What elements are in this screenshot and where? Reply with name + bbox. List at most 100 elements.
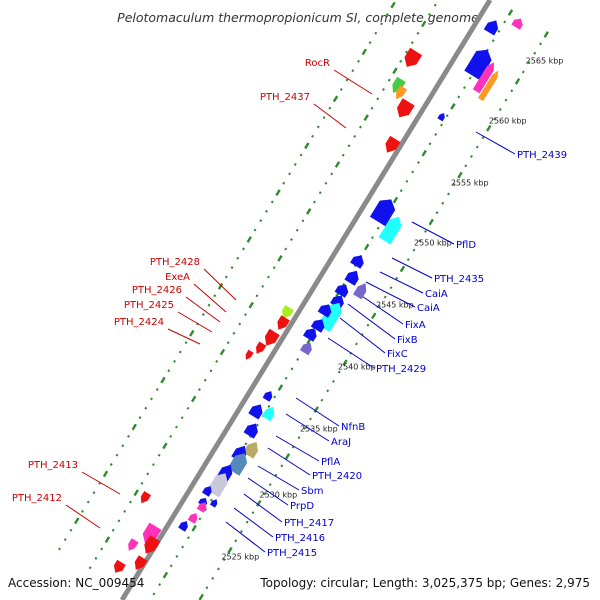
gene-arrow xyxy=(227,453,248,476)
gene-label-right[interactable]: CaiA xyxy=(425,289,448,300)
tick-mark xyxy=(175,425,178,429)
tick-mark xyxy=(463,86,466,90)
gene-label-right[interactable]: PTH_2420 xyxy=(312,471,362,482)
tick-mark xyxy=(215,359,219,363)
tick-mark xyxy=(521,70,525,74)
gene-label-right[interactable]: PTH_2417 xyxy=(284,518,334,529)
gene-label-right[interactable]: PTH_2435 xyxy=(434,274,484,285)
gene-arrow xyxy=(209,499,218,508)
tick-mark xyxy=(309,417,312,421)
tick-mark xyxy=(387,78,391,82)
gene-label-right[interactable]: PflD xyxy=(456,240,476,251)
kbp-label: 2555 kbp xyxy=(451,178,489,187)
tick-mark xyxy=(209,369,213,373)
tick-mark xyxy=(311,134,314,138)
gene-features xyxy=(113,18,523,573)
gene-label-right[interactable]: Sbm xyxy=(301,486,323,497)
gene-label-right[interactable]: AraJ xyxy=(331,437,351,448)
tick-mark xyxy=(178,350,182,354)
tick-mark xyxy=(244,313,247,317)
tick-mark xyxy=(240,530,243,533)
gene-label-left[interactable]: RocR xyxy=(305,58,330,69)
tick-mark xyxy=(198,388,201,392)
tick-mark xyxy=(123,510,127,513)
tick-mark xyxy=(328,106,332,110)
tick-mark xyxy=(347,144,351,148)
tick-mark xyxy=(313,200,316,204)
gene-label-right[interactable]: FixC xyxy=(387,349,408,360)
gene-label-right[interactable]: CaiA xyxy=(417,303,440,314)
gene-arrow xyxy=(261,406,275,422)
gene-label-right[interactable]: FixA xyxy=(405,320,426,331)
label-connector xyxy=(247,477,289,506)
label-connector xyxy=(257,465,300,491)
tick-mark xyxy=(88,566,92,570)
tick-mark xyxy=(332,95,339,103)
gene-arrow xyxy=(404,47,423,67)
tick-mark xyxy=(204,508,208,511)
tick-mark xyxy=(416,31,420,35)
gene-arrow xyxy=(334,284,349,298)
gene-label-right[interactable]: PTH_2415 xyxy=(267,548,317,559)
tick-mark xyxy=(162,571,169,579)
gene-arrow xyxy=(303,328,317,342)
gene-label-right[interactable]: PflA xyxy=(321,457,340,468)
tick-mark xyxy=(270,200,274,204)
label-connector xyxy=(193,283,227,313)
gene-label-left[interactable]: ExeA xyxy=(165,272,190,283)
tick-mark xyxy=(242,247,245,251)
tick-mark xyxy=(510,89,514,93)
tick-mark xyxy=(230,266,234,270)
tick-mark xyxy=(111,528,115,532)
gene-label-left[interactable]: PTH_2437 xyxy=(260,92,310,103)
tick-mark xyxy=(406,258,410,262)
tick-mark xyxy=(380,22,383,26)
gene-arrow xyxy=(378,216,402,245)
gene-arrow xyxy=(437,113,445,122)
tick-mark xyxy=(491,39,495,43)
tick-mark xyxy=(486,124,492,132)
tick-mark xyxy=(198,517,202,521)
gene-arrow xyxy=(187,513,198,524)
tick-mark xyxy=(261,284,265,288)
label-connector xyxy=(391,257,433,279)
tick-mark xyxy=(173,359,176,363)
tick-mark xyxy=(277,254,283,262)
tick-mark xyxy=(533,51,537,55)
tick-mark xyxy=(152,463,155,467)
tick-mark xyxy=(273,395,277,399)
label-connector xyxy=(379,271,424,294)
tick-mark xyxy=(290,367,294,371)
tick-mark xyxy=(504,98,508,102)
gene-label-right[interactable]: PTH_2416 xyxy=(275,533,325,544)
tick-mark xyxy=(277,384,284,391)
gene-label-left[interactable]: PTH_2425 xyxy=(124,300,174,311)
tick-mark xyxy=(395,276,399,280)
tick-mark xyxy=(468,76,472,80)
gene-label-right[interactable]: PTH_2429 xyxy=(376,364,426,375)
tick-mark xyxy=(86,500,90,504)
gene-label-left[interactable]: PTH_2428 xyxy=(150,257,200,268)
tick-mark xyxy=(434,132,438,136)
gene-label-right[interactable]: FixB xyxy=(397,335,418,346)
gene-label-left[interactable]: PTH_2426 xyxy=(132,285,182,296)
gene-arrow xyxy=(350,255,364,269)
tick-mark xyxy=(450,102,456,110)
gene-label-right[interactable]: PTH_2439 xyxy=(517,150,567,161)
tick-mark xyxy=(313,406,319,413)
tick-mark xyxy=(217,567,220,571)
gene-label-right[interactable]: PrpD xyxy=(290,501,314,512)
gene-label-left[interactable]: PTH_2413 xyxy=(28,460,78,471)
tick-mark xyxy=(405,50,408,54)
tick-mark xyxy=(186,536,190,540)
gene-arrow xyxy=(483,20,499,36)
tick-mark xyxy=(481,136,485,140)
gene-label-left[interactable]: PTH_2412 xyxy=(12,493,62,504)
tick-mark xyxy=(475,145,479,149)
label-connector xyxy=(285,413,330,442)
gene-label-left[interactable]: PTH_2424 xyxy=(114,317,164,328)
tick-mark xyxy=(162,442,168,450)
gene-label-right[interactable]: NfnB xyxy=(341,422,365,433)
gene-arrow xyxy=(140,491,152,504)
tick-mark xyxy=(158,583,162,586)
